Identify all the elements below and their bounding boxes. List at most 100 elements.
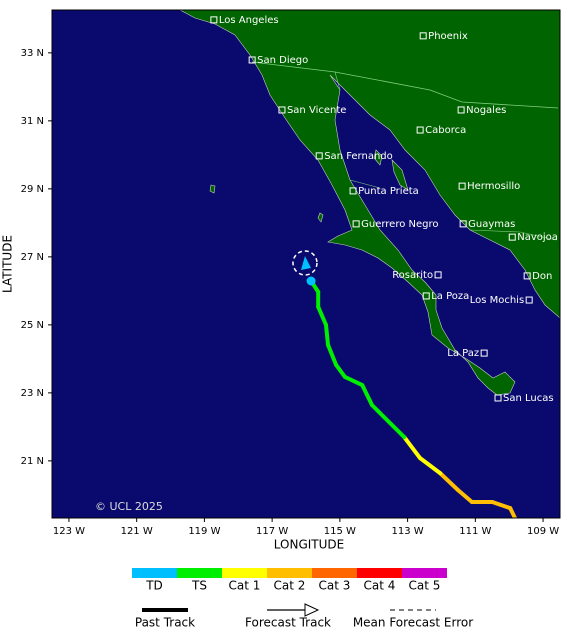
island — [317, 212, 324, 223]
border — [251, 61, 559, 109]
legend-label: Cat 1 — [229, 579, 261, 593]
city-label: Guaymas — [468, 219, 515, 230]
city-marker — [352, 220, 360, 228]
y-tick-label: 21 N — [21, 456, 44, 467]
coastline — [179, 10, 560, 396]
city-label: La Poza — [431, 291, 469, 302]
land — [179, 10, 560, 396]
city-label: Nogales — [466, 105, 506, 116]
city-marker — [480, 349, 488, 357]
city-label: San Fernando — [324, 151, 393, 162]
frame — [51, 9, 561, 519]
map-content: Los Angeles Phoenix San Diego San Vicente No… — [210, 15, 558, 518]
city-marker — [422, 292, 430, 300]
legend-label: Mean Forecast Error — [353, 616, 473, 630]
y-tick-label: 23 N — [21, 388, 44, 399]
city-marker — [419, 32, 427, 40]
forecast-marker — [300, 255, 311, 270]
city-marker — [278, 106, 286, 114]
city-label: Punta Prieta — [358, 186, 419, 197]
y-axis-label: LATITUDE — [1, 235, 15, 293]
track-segment — [456, 488, 474, 505]
city-label: Don — [532, 271, 552, 282]
city-marker — [434, 271, 442, 279]
city-label: Los Mochis — [470, 295, 524, 306]
legend-swatch — [267, 568, 312, 578]
city-label: Los Angeles — [219, 15, 279, 26]
x-tick-label: 123 W — [53, 526, 85, 537]
legend-label: Cat 4 — [364, 579, 396, 593]
city-marker — [315, 152, 323, 160]
current-position — [306, 276, 316, 286]
legend-label: TD — [145, 579, 163, 593]
x-tick-label: 117 W — [256, 526, 288, 537]
track-segment — [342, 374, 365, 388]
track-segment — [438, 471, 461, 493]
island — [373, 149, 383, 166]
track-segment — [323, 322, 331, 347]
x-tick-label: 111 W — [459, 526, 491, 537]
legend-label: Past Track — [135, 616, 195, 630]
track-segment — [334, 362, 347, 379]
city-marker — [457, 106, 465, 114]
city-marker — [248, 56, 256, 64]
city-label: Navojoa — [517, 232, 558, 243]
legend-swatch — [357, 568, 402, 578]
y-tick-label: 31 N — [21, 116, 44, 127]
legend-swatch — [312, 568, 357, 578]
city-marker — [416, 126, 424, 134]
city-marker — [349, 187, 357, 195]
border — [349, 179, 381, 189]
city-label: Rosarito — [392, 270, 433, 281]
legend-label: Cat 5 — [409, 579, 441, 593]
forecast-error-circle — [292, 250, 318, 276]
legend-swatch — [177, 568, 222, 578]
legend-swatch — [222, 568, 267, 578]
x-tick-label: 115 W — [324, 526, 356, 537]
city-marker — [523, 272, 531, 280]
legend-swatch — [402, 568, 447, 578]
city-label: Caborca — [425, 125, 466, 136]
x-tick-label: 113 W — [392, 526, 424, 537]
track-segment — [370, 403, 407, 440]
track-segment — [326, 342, 339, 367]
city-label: La Paz — [447, 348, 479, 359]
track-segment — [490, 500, 513, 511]
credit: © UCL 2025 — [95, 500, 163, 513]
x-tick-label: 119 W — [188, 526, 220, 537]
city-label: Phoenix — [428, 31, 468, 42]
forecast-arrow-swatch — [304, 603, 320, 617]
city-marker — [459, 220, 467, 228]
city-label: Guerrero Negro — [361, 219, 438, 230]
city-label: Hermosillo — [467, 181, 520, 192]
legend-label: Cat 3 — [319, 579, 351, 593]
legend-label: Cat 2 — [274, 579, 306, 593]
city-marker — [458, 182, 466, 190]
x-axis-label: LONGITUDE — [274, 538, 344, 552]
legend-label: Forecast Track — [245, 616, 331, 630]
city-marker — [525, 296, 533, 304]
border — [334, 71, 341, 91]
y-tick-label: 25 N — [21, 320, 44, 331]
track-segment — [402, 435, 423, 461]
city-marker — [508, 233, 516, 241]
legend-label: TS — [191, 579, 207, 593]
island — [391, 159, 409, 191]
x-tick-label: 109 W — [527, 526, 559, 537]
city-marker — [494, 394, 502, 402]
y-tick-label: 27 N — [21, 252, 44, 263]
city-label: San Lucas — [503, 393, 554, 404]
track-segment — [418, 456, 443, 476]
city-label: San Vicente — [287, 105, 346, 116]
city-label: San Diego — [257, 55, 308, 66]
legend-swatch — [132, 568, 177, 578]
y-tick-label: 29 N — [21, 184, 44, 195]
x-tick-label: 121 W — [121, 526, 153, 537]
island — [209, 184, 216, 194]
track-segment — [360, 383, 375, 408]
y-tick-label: 33 N — [21, 48, 44, 59]
border — [469, 229, 557, 241]
city-marker — [210, 16, 218, 24]
track-segment — [316, 304, 328, 327]
